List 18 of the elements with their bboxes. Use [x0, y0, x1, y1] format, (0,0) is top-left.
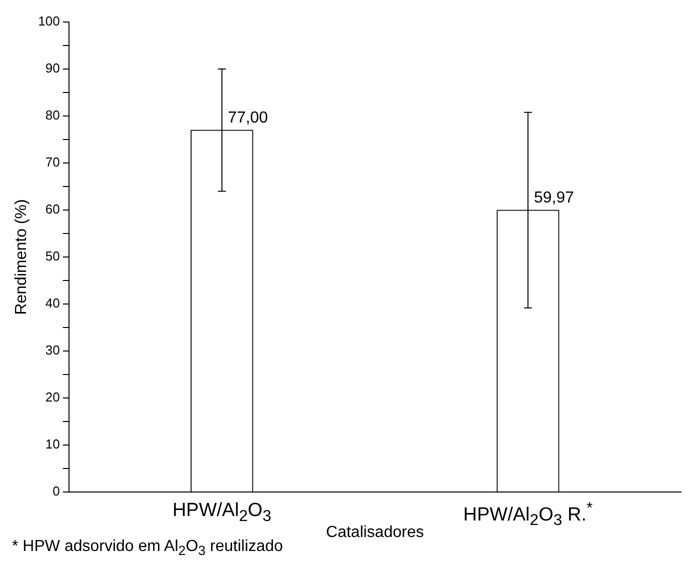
- y-axis-title: Rendimento (%): [13, 199, 30, 315]
- text: * HPW adsorvido em Al$_{2}$O$_{3}$ reutilizado: [12, 538, 283, 558]
- x-tick-label: HPW/Al$_{2}$O$_{3}$ R.$^{*}$: [463, 500, 593, 530]
- y-tick-label: 40: [45, 296, 60, 311]
- y-tick-label: 70: [45, 154, 60, 170]
- x-tick-label: HPW/Al$_{2}$O$_{3}$: [171, 500, 272, 526]
- x-axis-title: Catalisadores: [326, 524, 424, 541]
- y-tick-label: 20: [45, 390, 60, 405]
- y-tick-label: 80: [45, 108, 60, 123]
- data-label: 59,97: [534, 190, 574, 207]
- y-tick-label: 60: [45, 202, 60, 217]
- y-tick-label: 10: [45, 436, 60, 452]
- y-tick-label: 0: [52, 484, 60, 499]
- data-label: 77,00: [228, 110, 268, 127]
- y-tick-label: 50: [45, 248, 60, 264]
- y-tick-label: 100: [38, 14, 60, 29]
- y-tick-label: 30: [45, 342, 60, 358]
- y-tick-label: 90: [45, 60, 60, 76]
